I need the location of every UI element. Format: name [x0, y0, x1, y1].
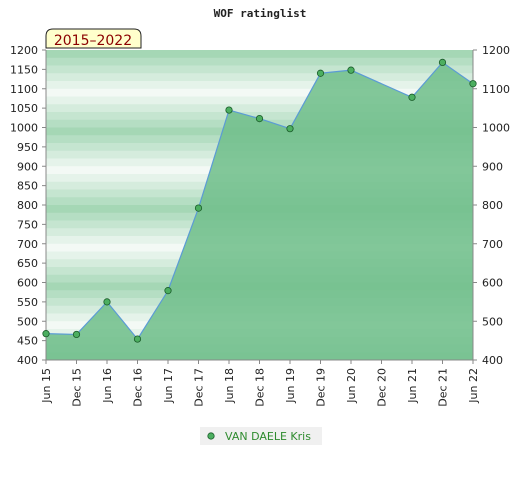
data-point	[347, 66, 355, 74]
y-tick-label-right: 400	[482, 354, 503, 367]
y-tick-label-right: 1200	[482, 44, 510, 57]
x-tick-label: Dec 17	[193, 368, 206, 407]
y-tick-label-left: 1100	[10, 83, 38, 96]
data-point	[72, 330, 81, 339]
y-tick-label-left: 1150	[10, 63, 38, 76]
y-tick-label-right: 1100	[482, 83, 510, 96]
date-range-label: 2015–2022	[54, 33, 132, 49]
y-tick-label-left: 550	[17, 296, 38, 309]
y-tick-label-right: 900	[482, 160, 503, 173]
y-tick-label-right: 500	[482, 315, 503, 328]
data-point	[286, 125, 294, 133]
x-tick-label: Jun 21	[406, 368, 419, 404]
area-layer	[45, 61, 474, 361]
y-tick-label-left: 650	[17, 257, 38, 270]
y-tick-label-left: 850	[17, 180, 38, 193]
y-tick-label-left: 1200	[10, 44, 38, 57]
y-tick-label-left: 1000	[10, 122, 38, 135]
x-axis: Jun 15 Dec 15 Jun 16 Dec 16 Jun 17 Dec 17 Jun …	[40, 360, 480, 407]
y-tick-label-left: 900	[17, 160, 38, 173]
data-point	[316, 69, 325, 77]
data-point	[225, 106, 233, 114]
y-tick-label-left: 750	[17, 218, 38, 231]
y-tick-label-left: 700	[17, 238, 38, 251]
x-tick-label: Dec 21	[437, 368, 450, 407]
y-tick-label-left: 500	[17, 315, 38, 328]
y-axis-right: 400 500 600 700 800 900 1000 1100 1200	[473, 44, 510, 367]
y-tick-label-right: 800	[482, 199, 503, 212]
x-tick-label: Dec 15	[71, 368, 84, 407]
y-tick-label-left: 1050	[10, 102, 38, 115]
data-point	[133, 335, 142, 343]
y-tick-label-right: 700	[482, 238, 503, 251]
date-range-badge: 2015–2022	[45, 28, 142, 49]
y-tick-label-right: 600	[482, 277, 503, 290]
data-point	[164, 287, 172, 295]
x-tick-label: Dec 16	[132, 368, 145, 407]
data-point	[438, 58, 447, 67]
y-tick-label-left: 800	[17, 199, 38, 212]
series-line	[45, 61, 474, 341]
chart-title: WOF ratinglist	[214, 7, 307, 20]
x-tick-label: Jun 18	[223, 368, 236, 404]
legend: VAN DAELE Kris	[200, 427, 322, 445]
data-point	[194, 204, 203, 212]
x-tick-label: Jun 20	[345, 368, 358, 404]
x-tick-label: Jun 19	[284, 368, 297, 404]
data-point	[469, 80, 477, 88]
y-tick-label-left: 400	[17, 354, 38, 367]
x-tick-label: Dec 20	[376, 368, 389, 407]
y-tick-label-left: 600	[17, 277, 38, 290]
y-tick-label-left: 950	[17, 141, 38, 154]
y-tick-label-right: 1000	[482, 122, 510, 135]
data-point	[408, 93, 416, 101]
data-point	[42, 330, 50, 338]
legend-marker	[207, 432, 215, 440]
data-point	[103, 298, 111, 306]
x-tick-label: Dec 19	[315, 368, 328, 407]
y-tick-label-left: 450	[17, 335, 38, 348]
x-tick-label: Dec 18	[254, 368, 267, 407]
legend-label: VAN DAELE Kris	[225, 430, 311, 443]
y-axis-left: 400 450 500 550 600 650 700 750 800 850 900 950 1000…	[10, 44, 46, 367]
data-point	[255, 114, 264, 123]
x-tick-label: Jun 22	[467, 368, 480, 404]
series-area	[46, 62, 473, 361]
x-tick-label: Jun 17	[162, 368, 175, 404]
x-tick-label: Jun 16	[101, 368, 114, 404]
x-tick-label: Jun 15	[40, 368, 53, 404]
data-points	[42, 58, 477, 343]
